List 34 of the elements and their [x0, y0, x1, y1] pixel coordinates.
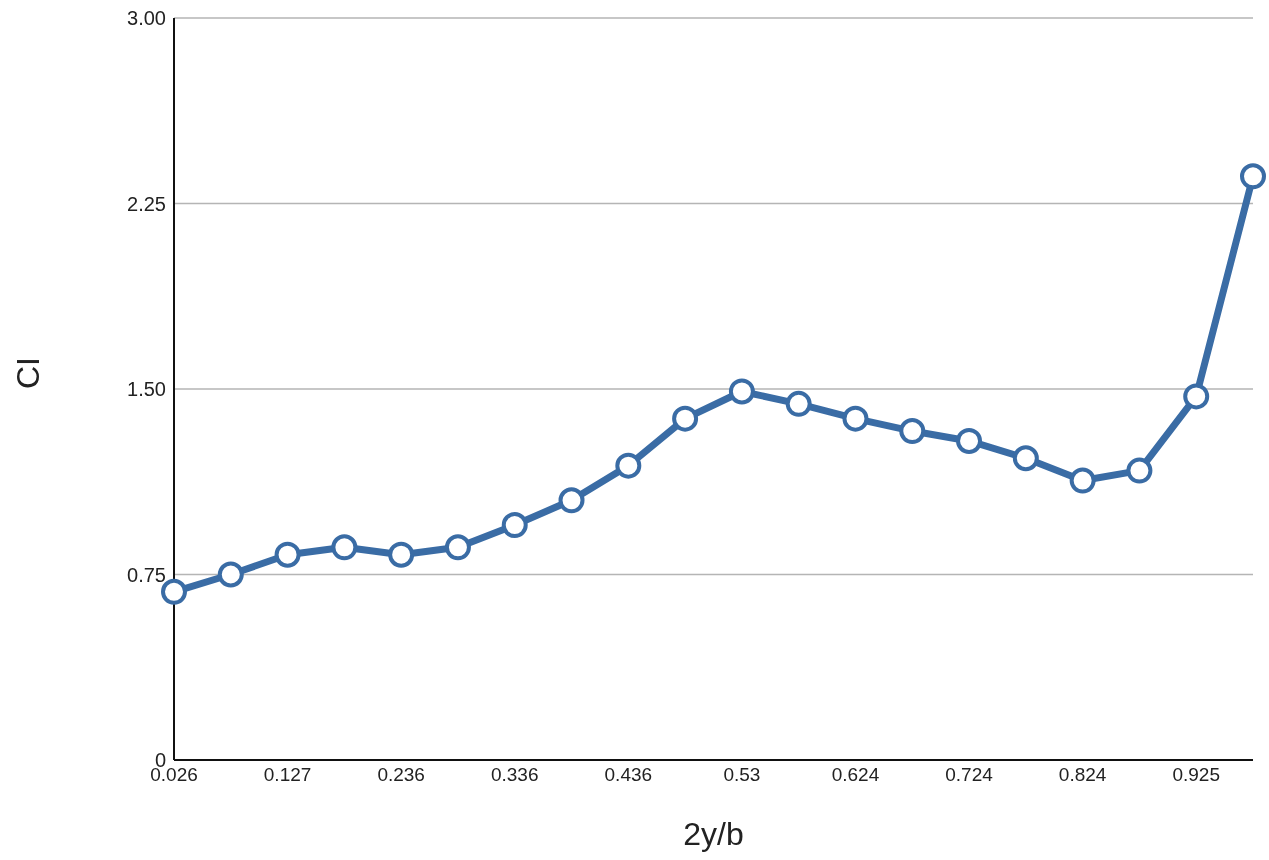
y-tick-label: 3.00 [127, 7, 166, 30]
x-tick-label: 0.925 [1172, 764, 1220, 786]
x-axis-title: 2y/b [683, 816, 744, 852]
point [615, 452, 642, 479]
point [388, 541, 415, 568]
x-tick-label: 0.624 [831, 764, 880, 786]
point [1069, 467, 1096, 494]
x-tick-label: 0.53 [723, 764, 761, 786]
x-tick-label: 0.436 [604, 764, 653, 786]
x-tick-label: 0.127 [263, 764, 312, 786]
point [558, 487, 585, 514]
point [956, 427, 983, 454]
x-tick-label: 0.824 [1058, 764, 1107, 786]
y-tick-label: 2.25 [127, 192, 166, 215]
point [1126, 457, 1153, 484]
point [444, 534, 471, 561]
point [217, 561, 244, 588]
point [842, 405, 869, 432]
y-axis-title: CI [10, 357, 47, 389]
point [274, 541, 301, 568]
y-tick-label: 0.75 [127, 563, 166, 586]
x-tick-label: 0.336 [490, 764, 539, 786]
point [1012, 445, 1039, 472]
point [899, 418, 926, 445]
point [728, 378, 755, 405]
point [1240, 163, 1266, 190]
point [785, 390, 812, 417]
point [331, 534, 358, 561]
y-tick-label: 1.50 [127, 378, 166, 401]
point [1183, 383, 1210, 410]
point [672, 405, 699, 432]
x-tick-label: 0.724 [945, 764, 994, 786]
point [501, 512, 528, 539]
x-tick-label: 0.236 [377, 764, 425, 786]
